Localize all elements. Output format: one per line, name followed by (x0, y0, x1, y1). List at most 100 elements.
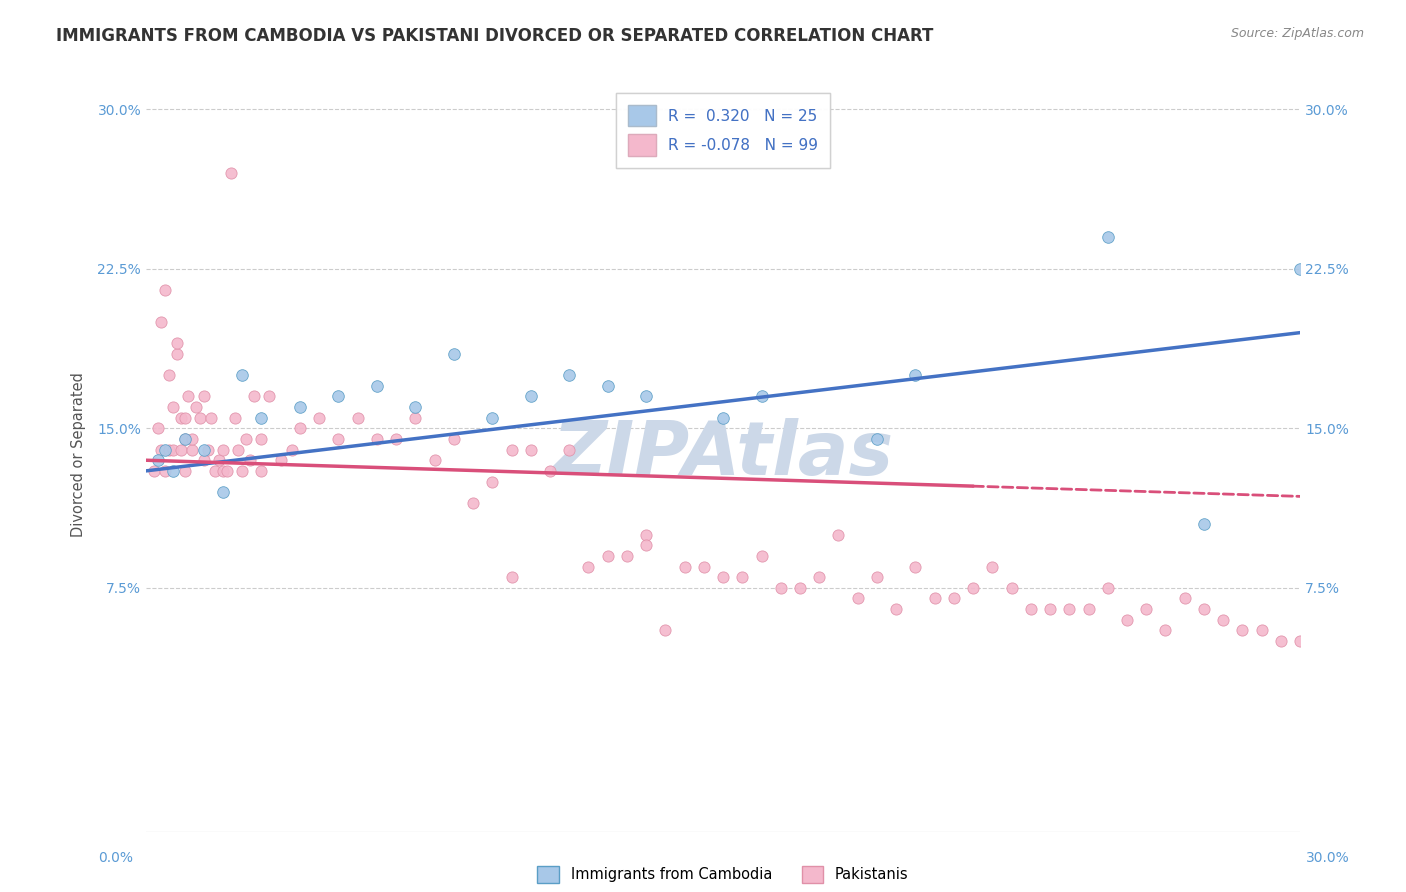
Point (1232, 624, 1254, 638)
Point (423, 453, 446, 467)
Point (751, 549, 773, 563)
Point (231, 464, 253, 478)
Point (1289, 261, 1312, 276)
Point (328, 432, 350, 446)
Point (177, 389, 200, 403)
Point (288, 421, 311, 435)
Point (162, 464, 184, 478)
Point (808, 570, 831, 584)
Point (197, 442, 219, 457)
Point (904, 368, 927, 383)
Point (1097, 230, 1119, 244)
Point (193, 389, 215, 403)
Point (166, 336, 188, 351)
Point (846, 591, 869, 606)
Point (827, 527, 849, 541)
Point (1250, 624, 1272, 638)
Point (288, 400, 311, 414)
Point (155, 283, 177, 297)
Point (146, 421, 169, 435)
Point (157, 442, 180, 457)
Point (538, 464, 561, 478)
Point (162, 442, 184, 457)
Point (212, 442, 235, 457)
Point (1000, 581, 1022, 595)
Point (170, 410, 193, 425)
Point (235, 432, 257, 446)
Point (157, 368, 180, 383)
Point (173, 464, 195, 478)
Point (155, 464, 177, 478)
Point (616, 549, 638, 563)
Point (519, 389, 541, 403)
Point (212, 464, 235, 478)
Point (558, 368, 581, 383)
Point (866, 570, 889, 584)
Text: IMMIGRANTS FROM CAMBODIA VS PAKISTANI DIVORCED OR SEPARATED CORRELATION CHART: IMMIGRANTS FROM CAMBODIA VS PAKISTANI DI… (56, 27, 934, 45)
Point (711, 410, 734, 425)
Point (443, 347, 465, 361)
Point (1077, 602, 1099, 616)
Point (170, 442, 193, 457)
Point (519, 442, 541, 457)
Point (924, 591, 946, 606)
Point (558, 442, 581, 457)
Point (328, 389, 350, 403)
Point (1212, 613, 1234, 627)
Point (243, 389, 266, 403)
Text: ZIPAtlas: ZIPAtlas (553, 418, 894, 491)
Point (981, 559, 1004, 574)
Point (693, 559, 716, 574)
Point (208, 453, 231, 467)
Point (1289, 634, 1312, 648)
Text: Source: ZipAtlas.com: Source: ZipAtlas.com (1230, 27, 1364, 40)
Point (1019, 602, 1042, 616)
Point (200, 410, 222, 425)
Point (193, 442, 215, 457)
Point (366, 432, 388, 446)
Point (731, 570, 754, 584)
Point (711, 570, 734, 584)
Point (636, 389, 658, 403)
Point (385, 432, 408, 446)
Point (346, 410, 368, 425)
Point (501, 442, 523, 457)
Point (270, 453, 292, 467)
Point (769, 581, 792, 595)
Point (1039, 602, 1062, 616)
Point (281, 442, 304, 457)
Point (239, 453, 262, 467)
Point (204, 464, 226, 478)
Point (250, 464, 273, 478)
Point (150, 442, 173, 457)
Text: 30.0%: 30.0% (1306, 851, 1350, 865)
Point (146, 453, 169, 467)
Point (162, 400, 184, 414)
Point (1097, 581, 1119, 595)
Point (1192, 602, 1215, 616)
Point (481, 410, 503, 425)
Point (250, 410, 273, 425)
Point (231, 368, 253, 383)
Point (1270, 634, 1292, 648)
Point (366, 379, 388, 393)
Point (224, 410, 246, 425)
Point (150, 315, 173, 329)
Point (636, 538, 658, 552)
Point (215, 464, 238, 478)
Point (904, 559, 927, 574)
Point (1116, 613, 1139, 627)
Point (193, 453, 215, 467)
Point (501, 570, 523, 584)
Point (654, 624, 676, 638)
Point (751, 389, 773, 403)
Legend: R =  0.320   N = 25, R = -0.078   N = 99: R = 0.320 N = 25, R = -0.078 N = 99 (616, 93, 830, 168)
Point (404, 400, 426, 414)
Point (596, 549, 619, 563)
Point (250, 432, 273, 446)
Point (578, 559, 600, 574)
Point (308, 410, 330, 425)
Point (188, 410, 211, 425)
Point (443, 432, 465, 446)
Point (404, 410, 426, 425)
